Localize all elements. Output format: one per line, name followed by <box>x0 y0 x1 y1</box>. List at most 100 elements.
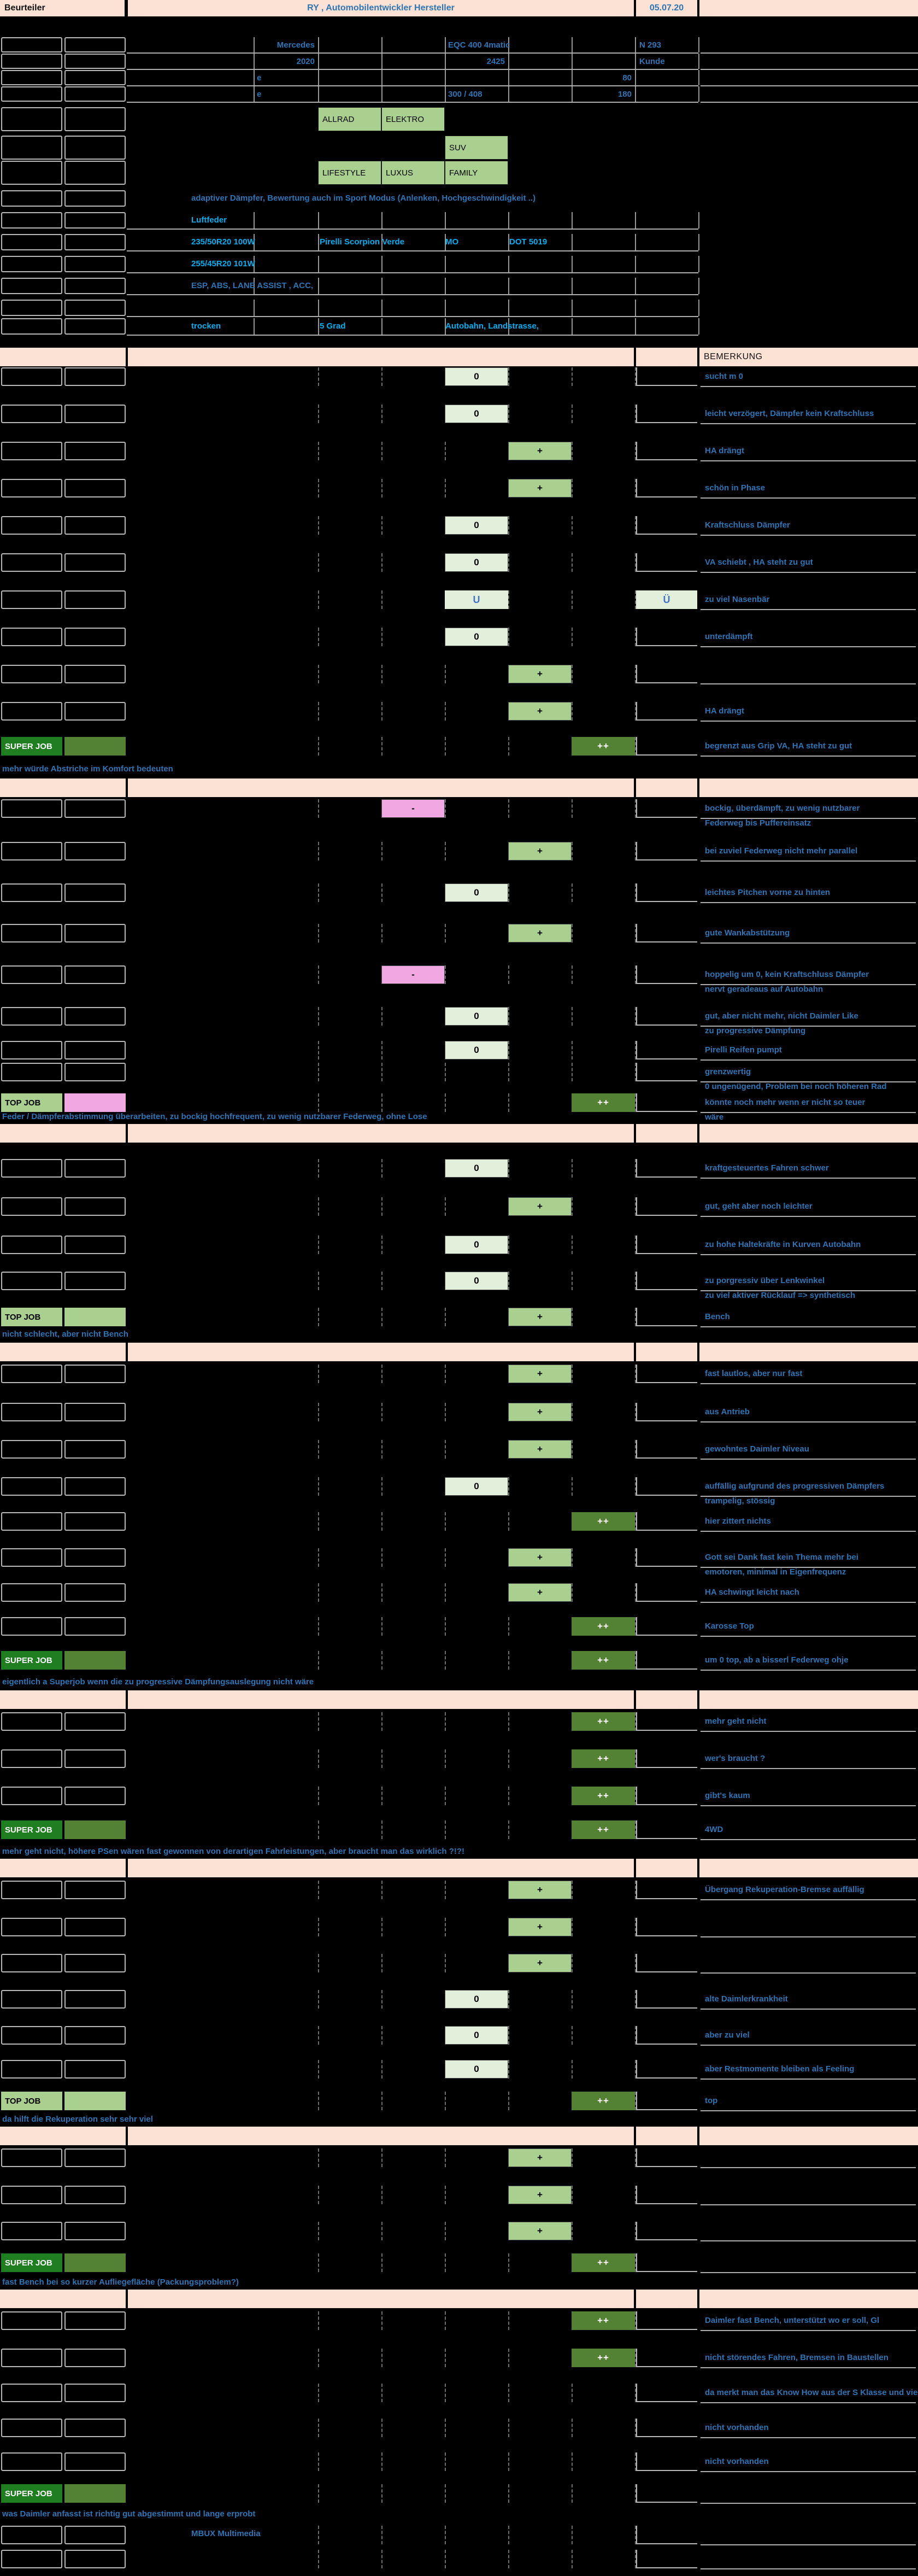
grid-cell[interactable] <box>64 107 126 131</box>
grid-cell[interactable] <box>1 799 62 818</box>
rating-cell[interactable]: + <box>508 2222 572 2240</box>
grid-cell[interactable] <box>636 702 697 721</box>
rating-cell[interactable]: + <box>508 479 572 497</box>
grid-cell[interactable] <box>64 1548 126 1567</box>
job-score-cell[interactable] <box>64 1820 126 1839</box>
grid-cell[interactable] <box>636 1365 697 1383</box>
grid-cell[interactable] <box>1 1548 62 1567</box>
grid-cell[interactable] <box>1 628 62 646</box>
grid-cell[interactable] <box>1 702 62 721</box>
grid-cell[interactable] <box>64 1197 126 1216</box>
grid-cell[interactable] <box>636 479 697 497</box>
grid-cell[interactable] <box>1 2060 62 2079</box>
grid-cell[interactable] <box>1 842 62 860</box>
rating-cell[interactable]: 0 <box>445 628 508 646</box>
grid-cell[interactable] <box>64 665 126 683</box>
grid-cell[interactable] <box>1 212 62 229</box>
rating-cell[interactable]: + <box>508 702 572 721</box>
grid-cell[interactable] <box>1 924 62 942</box>
grid-cell[interactable] <box>636 1236 697 1254</box>
rating-cell[interactable]: + <box>508 842 572 860</box>
grid-cell[interactable] <box>636 1093 697 1112</box>
rating-cell[interactable]: 0 <box>445 516 508 535</box>
grid-cell[interactable] <box>1 1477 62 1496</box>
grid-cell[interactable] <box>1 1712 62 1731</box>
grid-cell[interactable] <box>64 479 126 497</box>
rating-cell[interactable]: U <box>445 590 508 609</box>
grid-cell[interactable] <box>64 1477 126 1496</box>
grid-cell[interactable] <box>1 2148 62 2167</box>
rating-cell[interactable]: 0 <box>445 1159 508 1178</box>
grid-cell[interactable] <box>1 2311 62 2330</box>
chip-family[interactable]: FAMILY <box>445 161 508 185</box>
grid-cell[interactable] <box>1 883 62 902</box>
grid-cell[interactable] <box>636 1749 697 1768</box>
grid-cell[interactable] <box>1 54 62 69</box>
grid-cell[interactable] <box>64 2060 126 2079</box>
ue-mark-cell[interactable]: Ü <box>636 590 697 609</box>
grid-cell[interactable] <box>636 2222 697 2240</box>
grid-cell[interactable] <box>636 1440 697 1459</box>
grid-cell[interactable] <box>64 367 126 386</box>
grid-cell[interactable] <box>64 1583 126 1602</box>
rating-cell[interactable]: + <box>508 1365 572 1383</box>
grid-cell[interactable] <box>636 2384 697 2402</box>
rating-cell[interactable]: + <box>508 1954 572 1972</box>
rating-cell[interactable]: + <box>508 1403 572 1421</box>
job-score-cell[interactable] <box>64 1093 126 1112</box>
grid-cell[interactable] <box>1 516 62 535</box>
grid-cell[interactable] <box>64 161 126 185</box>
grid-cell[interactable] <box>1 1749 62 1768</box>
grid-cell[interactable] <box>636 2148 697 2167</box>
grid-cell[interactable] <box>64 1787 126 1805</box>
grid-cell[interactable] <box>64 1063 126 1081</box>
rating-cell[interactable]: 0 <box>445 553 508 572</box>
grid-cell[interactable] <box>636 1403 697 1421</box>
rating-cell[interactable]: + <box>508 1197 572 1216</box>
grid-cell[interactable] <box>636 1548 697 1567</box>
grid-cell[interactable] <box>636 737 697 756</box>
grid-cell[interactable] <box>64 1617 126 1636</box>
grid-cell[interactable] <box>636 1063 697 1081</box>
grid-cell[interactable] <box>64 1749 126 1768</box>
grid-cell[interactable] <box>1 2550 62 2568</box>
grid-cell[interactable] <box>64 1881 126 1899</box>
rating-cell[interactable]: + <box>508 1440 572 1459</box>
grid-cell[interactable] <box>1 1440 62 1459</box>
grid-cell[interactable] <box>64 1159 126 1178</box>
grid-cell[interactable] <box>636 883 697 902</box>
grid-cell[interactable] <box>64 256 126 272</box>
grid-cell[interactable] <box>64 1403 126 1421</box>
rating-cell[interactable]: ++ <box>572 1093 635 1112</box>
rating-cell[interactable]: - <box>381 965 445 984</box>
grid-cell[interactable] <box>64 1440 126 1459</box>
grid-cell[interactable] <box>636 2419 697 2437</box>
rating-cell[interactable]: + <box>508 1881 572 1899</box>
grid-cell[interactable] <box>636 2526 697 2544</box>
rating-cell[interactable]: 0 <box>445 367 508 386</box>
super-job-cell[interactable]: SUPER JOB <box>1 2253 62 2272</box>
chip-lifestyle[interactable]: LIFESTYLE <box>318 161 381 185</box>
rating-cell[interactable]: 0 <box>445 1236 508 1254</box>
rating-cell[interactable]: + <box>508 2148 572 2167</box>
grid-cell[interactable] <box>1 1617 62 1636</box>
grid-cell[interactable] <box>636 405 697 423</box>
grid-cell[interactable] <box>636 2349 697 2367</box>
grid-cell[interactable] <box>64 190 126 207</box>
grid-cell[interactable] <box>1 2384 62 2402</box>
rating-cell[interactable]: ++ <box>572 1617 635 1636</box>
grid-cell[interactable] <box>64 1712 126 1731</box>
job-score-cell[interactable] <box>64 2253 126 2272</box>
rating-cell[interactable]: ++ <box>572 1712 635 1731</box>
chip-luxus[interactable]: LUXUS <box>381 161 445 185</box>
grid-cell[interactable] <box>1 70 62 85</box>
grid-cell[interactable] <box>636 1787 697 1805</box>
job-score-cell[interactable] <box>64 1651 126 1670</box>
rating-cell[interactable]: 0 <box>445 883 508 902</box>
grid-cell[interactable] <box>1 1918 62 1936</box>
grid-cell[interactable] <box>64 1365 126 1383</box>
grid-cell[interactable] <box>1 405 62 423</box>
grid-cell[interactable] <box>1 300 62 316</box>
grid-cell[interactable] <box>1 965 62 984</box>
rating-cell[interactable]: ++ <box>572 1820 635 1839</box>
